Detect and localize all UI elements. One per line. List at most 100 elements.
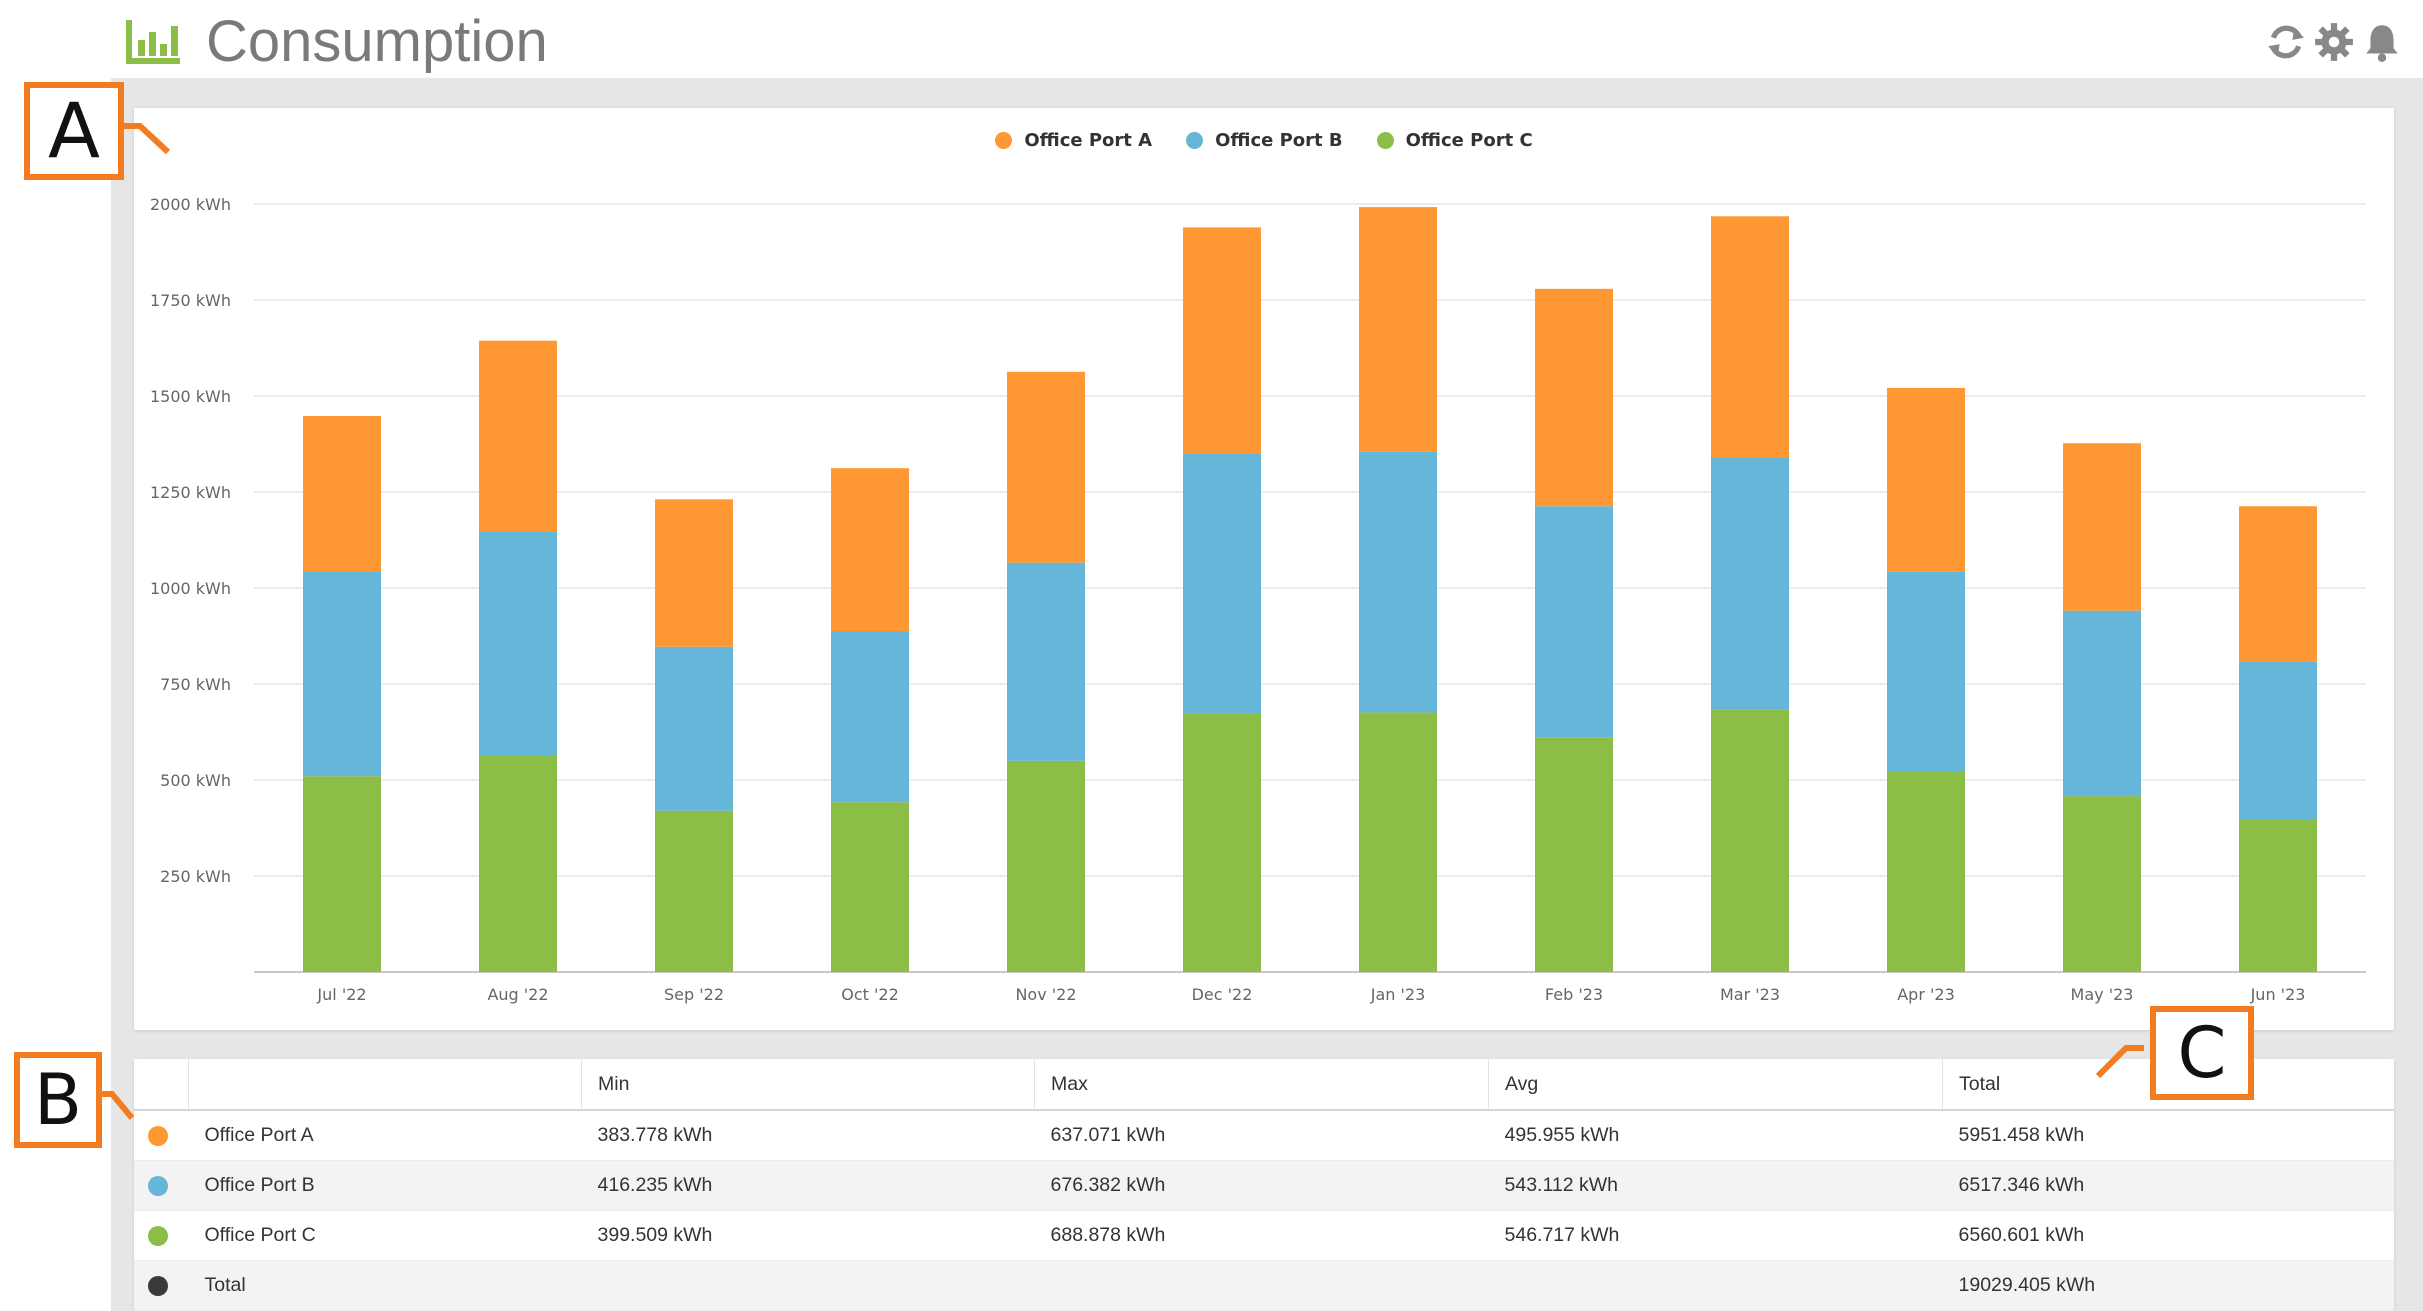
bar-segment[interactable] [655, 499, 733, 647]
row-color-cell [134, 1160, 189, 1211]
bar-segment[interactable] [1711, 457, 1789, 710]
bar-segment[interactable] [831, 468, 909, 632]
row-name: Office Port C [188, 1210, 582, 1261]
callout-b-letter: B [33, 1059, 83, 1141]
row-total: 6517.346 kWh [1942, 1160, 2394, 1211]
bar-segment[interactable] [1535, 506, 1613, 738]
row-name: Office Port A [188, 1110, 582, 1161]
chart-panel: Office Port A Office Port B Office Port … [134, 108, 2394, 1030]
bar-segment[interactable] [2063, 796, 2141, 972]
table-row-total[interactable]: Total 19029.405 kWh [134, 1260, 2394, 1311]
y-tick-label: 2000 kWh [150, 195, 231, 214]
callout-a-letter: A [48, 86, 100, 175]
row-max: 688.878 kWh [1034, 1210, 1489, 1261]
table-header-row: Min Max Avg Total [134, 1059, 2394, 1111]
bar-segment[interactable] [1535, 737, 1613, 972]
bar-segment[interactable] [1183, 713, 1261, 972]
legend-label: Office Port B [1215, 130, 1343, 151]
bar-segment[interactable] [479, 531, 557, 756]
gear-icon[interactable] [2313, 21, 2355, 63]
refresh-icon[interactable] [2265, 21, 2307, 63]
y-tick-label: 1000 kWh [150, 579, 231, 598]
bar-segment[interactable] [1007, 371, 1085, 563]
row-color-cell [134, 1110, 189, 1161]
bar-segment[interactable] [303, 571, 381, 777]
row-min: 416.235 kWh [581, 1160, 1035, 1211]
bar-segment[interactable] [2063, 443, 2141, 611]
callout-a: A [24, 82, 124, 180]
header-min[interactable]: Min [581, 1059, 1035, 1111]
bar-segment[interactable] [303, 776, 381, 972]
x-tick-label: Jan '23 [1370, 985, 1426, 1004]
table-row[interactable]: Office Port A 383.778 kWh 637.071 kWh 49… [134, 1110, 2394, 1161]
row-total: 6560.601 kWh [1942, 1210, 2394, 1261]
bar-segment[interactable] [655, 810, 733, 972]
x-tick-label: Aug '22 [487, 985, 548, 1004]
stacked-bar-chart: 250 kWh 500 kWh 750 kWh 1000 kWh 1250 kWh 150… [150, 195, 2366, 1004]
row-max [1034, 1260, 1489, 1311]
header-avg[interactable]: Avg [1488, 1059, 1943, 1111]
header-max[interactable]: Max [1034, 1059, 1489, 1111]
bar-segment[interactable] [1007, 562, 1085, 761]
bar-segment[interactable] [2239, 661, 2317, 820]
callout-b: B [14, 1052, 102, 1148]
row-min: 383.778 kWh [581, 1110, 1035, 1161]
bar-segment[interactable] [1359, 207, 1437, 452]
bar-segment[interactable] [2239, 819, 2317, 972]
callout-c-letter: C [2177, 1012, 2227, 1094]
y-tick-label: 1750 kWh [150, 291, 231, 310]
row-dot-port-a [148, 1125, 168, 1146]
bar-segment[interactable] [1359, 712, 1437, 972]
chart-legend: Office Port A Office Port B Office Port … [134, 130, 2394, 151]
x-tick-label: Oct '22 [841, 985, 899, 1004]
bar-segment[interactable] [1535, 288, 1613, 507]
bell-icon[interactable] [2361, 21, 2403, 63]
bar-segment[interactable] [1183, 227, 1261, 454]
bar-segment[interactable] [2063, 610, 2141, 797]
row-dot-port-b [148, 1175, 168, 1196]
bar-segment[interactable] [1359, 451, 1437, 713]
header-dot-column [134, 1059, 189, 1111]
table-row[interactable]: Office Port B 416.235 kWh 676.382 kWh 54… [134, 1160, 2394, 1211]
y-tick-label: 250 kWh [160, 867, 231, 886]
row-min: 399.509 kWh [581, 1210, 1035, 1261]
x-tick-label: Nov '22 [1015, 985, 1076, 1004]
bar-segment[interactable] [655, 646, 733, 811]
legend-label: Office Port C [1405, 130, 1533, 151]
bar-segment[interactable] [1183, 453, 1261, 714]
header-name-column [188, 1059, 582, 1111]
row-avg: 495.955 kWh [1488, 1110, 1943, 1161]
y-tick-label: 1500 kWh [150, 387, 231, 406]
legend-item-port-a[interactable]: Office Port A [995, 130, 1152, 151]
bar-segment[interactable] [1711, 709, 1789, 972]
legend-item-port-b[interactable]: Office Port B [1186, 130, 1343, 151]
bar-segment[interactable] [479, 755, 557, 972]
legend-dot-port-a [995, 132, 1013, 149]
bar-segment[interactable] [1887, 571, 1965, 772]
bar-segment[interactable] [831, 802, 909, 972]
stats-table: Min Max Avg Total Office Port A 383.778 … [134, 1059, 2394, 1311]
row-avg [1488, 1260, 1943, 1311]
legend-item-port-c[interactable]: Office Port C [1376, 130, 1533, 151]
bar-segment[interactable] [1007, 760, 1085, 972]
bar-segment[interactable] [1711, 216, 1789, 458]
bar-segment[interactable] [479, 340, 557, 532]
page-title: Consumption [206, 9, 548, 74]
row-dot-port-c [148, 1225, 168, 1246]
row-color-cell [134, 1260, 189, 1311]
bar-segment[interactable] [831, 631, 909, 803]
legend-label: Office Port A [1024, 130, 1153, 151]
table-row[interactable]: Office Port C 399.509 kWh 688.878 kWh 54… [134, 1210, 2394, 1261]
bar-segment[interactable] [1887, 771, 1965, 972]
bar-segment[interactable] [303, 415, 381, 572]
stats-table-panel: Min Max Avg Total Office Port A 383.778 … [134, 1059, 2394, 1311]
bar-segment[interactable] [1887, 387, 1965, 572]
legend-dot-port-c [1376, 132, 1394, 149]
y-tick-label: 1250 kWh [150, 483, 231, 502]
page-header: Consumption [0, 0, 2423, 78]
x-tick-label: May '23 [2071, 985, 2134, 1004]
bar-segment[interactable] [2239, 506, 2317, 662]
row-max: 637.071 kWh [1034, 1110, 1489, 1161]
x-tick-label: Dec '22 [1192, 985, 1253, 1004]
row-dot-total [148, 1275, 168, 1296]
